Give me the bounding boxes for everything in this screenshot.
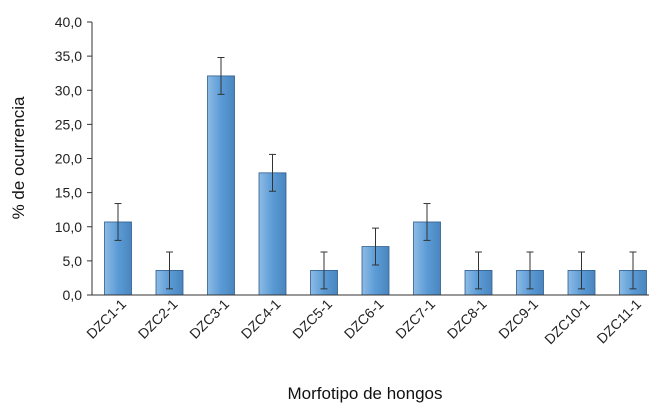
x-tick-label: DZC2-1 [135,296,181,342]
x-tick-label: DZC8-1 [444,296,490,342]
x-tick-label: DZC11-1 [593,296,644,347]
y-tick-label: 30,0 [55,82,82,98]
y-tick-label: 15,0 [55,185,82,201]
x-tick-label: DZC5-1 [289,296,335,342]
error-bar-dzc2-1 [166,251,173,290]
y-axis: 0,0 5,0 10,0 15,0 20,0 25,0 30,0 35,0 40,0 [55,14,93,303]
error-bar-dzc1-1 [114,203,122,241]
error-bar-dzc6-1 [372,227,379,266]
x-axis: DZC1-1 DZC2-1 DZC3-1 DZC4-1 DZC5-1 DZC6-1 DZC7… [83,294,649,348]
error-bars [114,56,637,290]
x-tick-label: DZC1-1 [83,296,129,342]
x-tick-label: DZC3-1 [186,296,232,342]
x-tick-label: DZC9-1 [495,296,541,342]
bar-dzc4-1 [258,172,287,296]
error-bar-dzc7-1 [423,203,431,241]
x-axis-title: Morfotipo de hongos [288,384,443,403]
error-bar-dzc10-1 [578,251,585,290]
y-tick-label: 40,0 [55,14,82,30]
x-tick-label: DZC10-1 [541,296,593,348]
y-tick-label: 20,0 [55,151,82,167]
error-bar-dzc5-1 [320,251,328,290]
error-bar-dzc3-1 [217,56,225,95]
x-tick-label: DZC7-1 [392,296,438,342]
y-tick-label: 5,0 [63,253,83,269]
error-bar-dzc11-1 [629,251,637,290]
error-bar-dzc9-1 [526,251,534,290]
x-tick-label: DZC6-1 [341,296,387,342]
error-bar-dzc8-1 [475,251,482,290]
y-tick-label: 0,0 [63,287,83,303]
x-tick-label: DZC4-1 [238,296,284,342]
error-bar-dzc4-1 [269,153,276,192]
y-tick-label: 25,0 [55,116,82,132]
y-tick-label: 10,0 [55,219,82,235]
y-tick-label: 35,0 [55,48,82,64]
y-axis-title: % de ocurrencia [9,96,28,219]
bar-dzc3-1 [207,75,235,296]
